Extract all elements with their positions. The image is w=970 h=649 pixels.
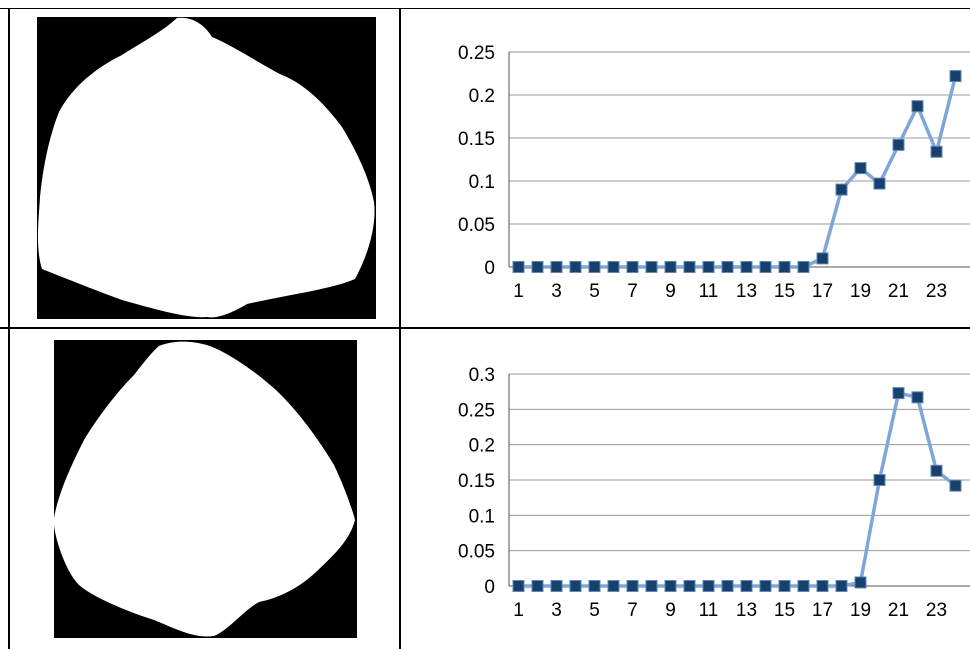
x-tick-label: 7 <box>627 281 638 302</box>
data-point <box>683 261 696 273</box>
data-point <box>759 261 772 273</box>
x-tick-label: 21 <box>888 281 909 302</box>
data-point <box>569 261 582 273</box>
data-point <box>531 580 544 592</box>
table-border-left <box>8 8 10 649</box>
data-point <box>740 580 753 592</box>
data-point <box>949 479 962 492</box>
x-tick-label: 11 <box>699 600 719 621</box>
data-point <box>645 261 658 273</box>
y-tick-label: 0.2 <box>469 86 495 107</box>
x-tick-label: 17 <box>812 600 833 621</box>
y-tick-label: 0.05 <box>458 542 495 563</box>
table-border-top <box>0 8 970 9</box>
x-tick-label: 7 <box>627 600 638 621</box>
x-tick-label: 19 <box>850 600 871 621</box>
data-point <box>797 580 810 592</box>
line-chart-row-1: 00.050.10.150.20.251 3 5 7 9 11 13 15 17 19 21 23 <box>458 43 970 302</box>
x-tick-label: 15 <box>774 600 795 621</box>
data-point <box>873 177 886 190</box>
x-tick-label: 19 <box>850 281 871 302</box>
data-point <box>759 580 772 592</box>
data-point <box>683 580 696 592</box>
x-tick-label: 17 <box>812 281 833 302</box>
x-tick-label: 13 <box>736 600 757 621</box>
data-point <box>569 580 582 592</box>
data-point <box>512 261 525 273</box>
data-point <box>702 580 715 592</box>
line-chart-row-2: 00.050.10.150.20.250.31 3 5 7 9 11 13 15 17 19 21 2… <box>458 365 970 621</box>
x-tick-label: 9 <box>665 281 676 302</box>
x-tick-label: 15 <box>774 281 795 302</box>
x-tick-label: 13 <box>736 281 757 302</box>
data-point <box>854 162 867 175</box>
data-point <box>721 580 734 592</box>
x-tick-label: 1 <box>513 281 524 302</box>
series-line <box>518 75 958 269</box>
data-point <box>778 261 791 273</box>
data-point <box>873 474 886 486</box>
data-point <box>797 261 810 273</box>
x-tick-label: 3 <box>551 281 562 302</box>
data-point <box>721 261 734 273</box>
y-tick-label: 0.25 <box>458 43 495 64</box>
y-tick-label: 0.05 <box>458 215 495 236</box>
table-column-divider <box>399 8 401 649</box>
data-point <box>835 183 848 196</box>
data-point <box>531 261 544 273</box>
table-row-divider <box>0 327 970 329</box>
leaf-mask-image-2 <box>54 340 357 638</box>
x-tick-label: 11 <box>699 281 719 302</box>
x-tick-label: 23 <box>926 281 947 302</box>
x-tick-label: 23 <box>926 600 947 621</box>
data-point <box>930 145 943 158</box>
data-point <box>550 261 563 273</box>
data-point <box>550 580 563 592</box>
data-point <box>835 580 848 592</box>
data-point <box>664 580 677 592</box>
data-point <box>930 464 943 477</box>
leaf-mask-image-1 <box>37 17 376 319</box>
y-tick-label: 0.1 <box>469 506 495 527</box>
data-point <box>778 580 791 592</box>
y-tick-label: 0.15 <box>458 129 495 150</box>
data-point <box>626 261 639 273</box>
data-point <box>645 580 658 592</box>
y-tick-label: 0.2 <box>469 436 495 457</box>
y-tick-label: 0.25 <box>458 400 495 421</box>
y-tick-label: 0.1 <box>469 172 495 193</box>
data-point <box>626 580 639 592</box>
y-tick-label: 0.15 <box>458 471 495 492</box>
x-tick-label: 21 <box>888 600 909 621</box>
data-point <box>740 261 753 273</box>
x-tick-label: 9 <box>665 600 676 621</box>
data-point <box>512 580 525 592</box>
data-point <box>949 70 962 83</box>
data-point <box>664 261 677 273</box>
data-point <box>702 261 715 273</box>
x-tick-label: 5 <box>589 281 600 302</box>
data-point <box>892 138 905 151</box>
data-point <box>607 261 620 273</box>
series-line <box>518 391 957 588</box>
data-point <box>854 576 867 589</box>
y-tick-label: 0 <box>484 258 495 279</box>
x-tick-label: 5 <box>589 600 600 621</box>
x-tick-label: 3 <box>551 600 562 621</box>
data-point <box>607 580 620 592</box>
data-point <box>588 261 601 273</box>
y-tick-label: 0 <box>484 577 495 598</box>
data-point <box>588 580 601 592</box>
data-point <box>911 100 924 113</box>
y-tick-label: 0.3 <box>469 365 495 386</box>
data-point <box>816 580 829 592</box>
data-point <box>816 252 829 265</box>
data-point <box>911 391 924 404</box>
data-point <box>892 387 905 400</box>
x-tick-label: 1 <box>513 600 524 621</box>
